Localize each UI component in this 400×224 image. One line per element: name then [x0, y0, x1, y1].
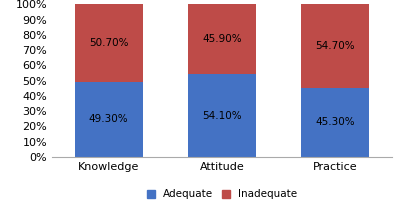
Bar — [188, 74, 256, 157]
Text: 54.10%: 54.10% — [202, 111, 242, 121]
Text: 50.70%: 50.70% — [89, 38, 128, 48]
Bar — [75, 82, 143, 157]
Text: 45.30%: 45.30% — [316, 117, 355, 127]
Text: 49.30%: 49.30% — [89, 114, 128, 124]
Bar — [75, 4, 143, 82]
Bar — [188, 4, 256, 74]
Bar — [301, 88, 369, 157]
Text: 54.70%: 54.70% — [316, 41, 355, 51]
Text: 45.90%: 45.90% — [202, 34, 242, 44]
Legend: Adequate, Inadequate: Adequate, Inadequate — [146, 190, 298, 199]
Bar — [301, 4, 369, 88]
